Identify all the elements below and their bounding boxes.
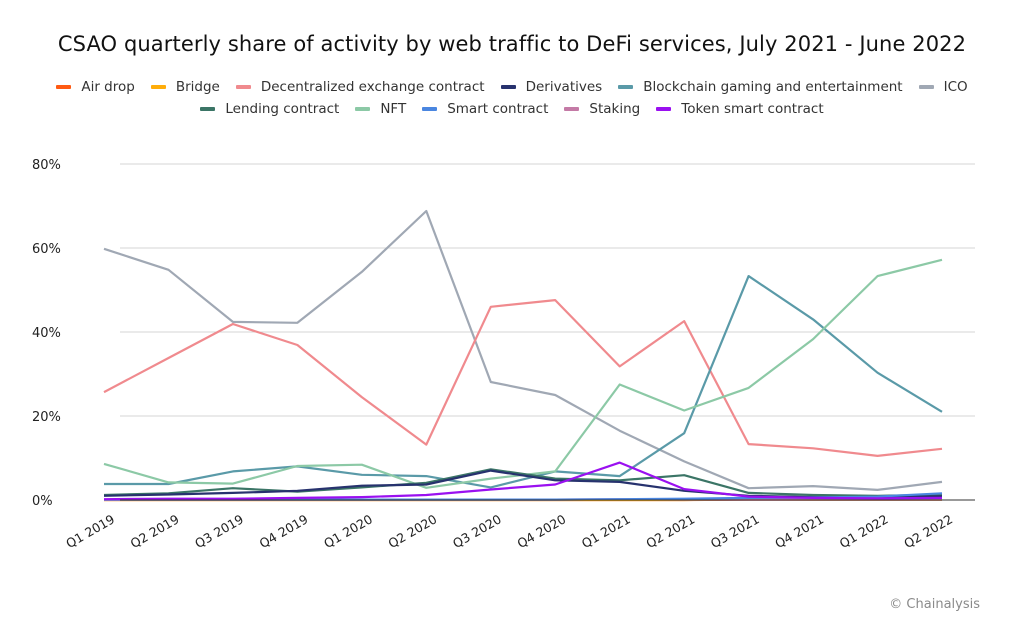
legend-label: Staking xyxy=(589,101,641,117)
legend-swatch xyxy=(564,107,580,111)
x-tick-label: Q4 2019 xyxy=(257,511,311,551)
legend-label: Air drop xyxy=(81,79,135,95)
legend-item-nft[interactable]: NFT xyxy=(355,101,406,117)
legend-swatch xyxy=(200,107,216,111)
legend-row-1: Air drop Bridge Decentralized exchange con… xyxy=(0,79,1024,95)
legend-label: Bridge xyxy=(175,79,220,95)
series-line-token-smart-contract xyxy=(103,461,943,501)
legend-item-bridge[interactable]: Bridge xyxy=(150,79,220,95)
y-axis-ticks: 0% 20% 40% 60% 80% xyxy=(32,158,61,509)
gridlines xyxy=(120,163,975,417)
y-tick-label: 20% xyxy=(32,410,61,425)
legend-swatch xyxy=(656,107,672,111)
chainalysis-credit: © Chainalysis xyxy=(889,597,980,612)
legend-label: Smart contract xyxy=(447,101,549,117)
x-tick-label: Q3 2019 xyxy=(192,511,246,551)
legend-swatch xyxy=(618,85,634,89)
x-axis-ticks: Q1 2019 Q2 2019 Q3 2019 Q4 2019 Q1 2020 Q2 20… xyxy=(63,511,955,551)
legend-item-decentralized-exchange-contract[interactable]: Decentralized exchange contract xyxy=(235,79,485,95)
legend-swatch xyxy=(150,85,166,89)
y-tick-label: 0% xyxy=(32,494,53,509)
x-tick-label: Q1 2020 xyxy=(321,511,375,551)
x-tick-label: Q2 2020 xyxy=(386,511,440,551)
legend-item-air-drop[interactable]: Air drop xyxy=(56,79,135,95)
y-tick-label: 40% xyxy=(32,326,61,341)
legend-swatch xyxy=(422,107,438,111)
legend-swatch xyxy=(918,85,934,89)
series-line-ico xyxy=(103,209,943,491)
legend-swatch xyxy=(56,85,72,89)
x-tick-label: Q2 2021 xyxy=(643,511,697,551)
legend-label: Decentralized exchange contract xyxy=(260,79,485,95)
legend-label: Blockchain gaming and entertainment xyxy=(643,79,903,95)
y-tick-label: 60% xyxy=(32,242,61,257)
legend-swatch xyxy=(355,107,371,111)
legend-item-ico[interactable]: ICO xyxy=(918,79,968,95)
x-tick-label: Q3 2020 xyxy=(450,511,504,551)
series-line-nft xyxy=(103,258,943,489)
x-tick-label: Q2 2022 xyxy=(901,511,955,551)
series-line-decentralized-exchange-contract xyxy=(103,299,943,457)
legend-label: Derivatives xyxy=(525,79,603,95)
legend-swatch xyxy=(235,85,251,89)
x-tick-label: Q3 2021 xyxy=(708,511,762,551)
legend-label: Token smart contract xyxy=(681,101,824,117)
legend-row-2: Lending contract NFT Smart contract Staking… xyxy=(0,101,1024,117)
x-tick-label: Q2 2019 xyxy=(128,511,182,551)
x-tick-label: Q4 2020 xyxy=(514,511,568,551)
legend-item-staking[interactable]: Staking xyxy=(564,101,640,117)
series-line-lending-contract xyxy=(103,468,943,497)
x-tick-label: Q1 2019 xyxy=(63,511,117,551)
x-tick-label: Q4 2021 xyxy=(772,511,826,551)
legend-label: NFT xyxy=(380,101,407,117)
legend-item-smart-contract[interactable]: Smart contract xyxy=(422,101,548,117)
x-tick-label: Q1 2021 xyxy=(579,511,633,551)
legend-item-lending-contract[interactable]: Lending contract xyxy=(200,101,339,117)
x-tick-label: Q1 2022 xyxy=(837,511,891,551)
series-line-blockchain-gaming-and-entertainment xyxy=(104,275,943,489)
legend-swatch xyxy=(500,85,516,89)
legend-label: Lending contract xyxy=(225,101,340,117)
legend-item-blockchain-gaming-and-entertainment[interactable]: Blockchain gaming and entertainment xyxy=(618,79,903,95)
legend-item-token-smart-contract[interactable]: Token smart contract xyxy=(656,101,824,117)
y-tick-label: 80% xyxy=(32,158,61,173)
series-lines xyxy=(103,209,943,502)
legend-item-derivatives[interactable]: Derivatives xyxy=(500,79,603,95)
chart-title: CSAO quarterly share of activity by web … xyxy=(57,32,967,56)
legend-label: ICO xyxy=(943,79,968,95)
